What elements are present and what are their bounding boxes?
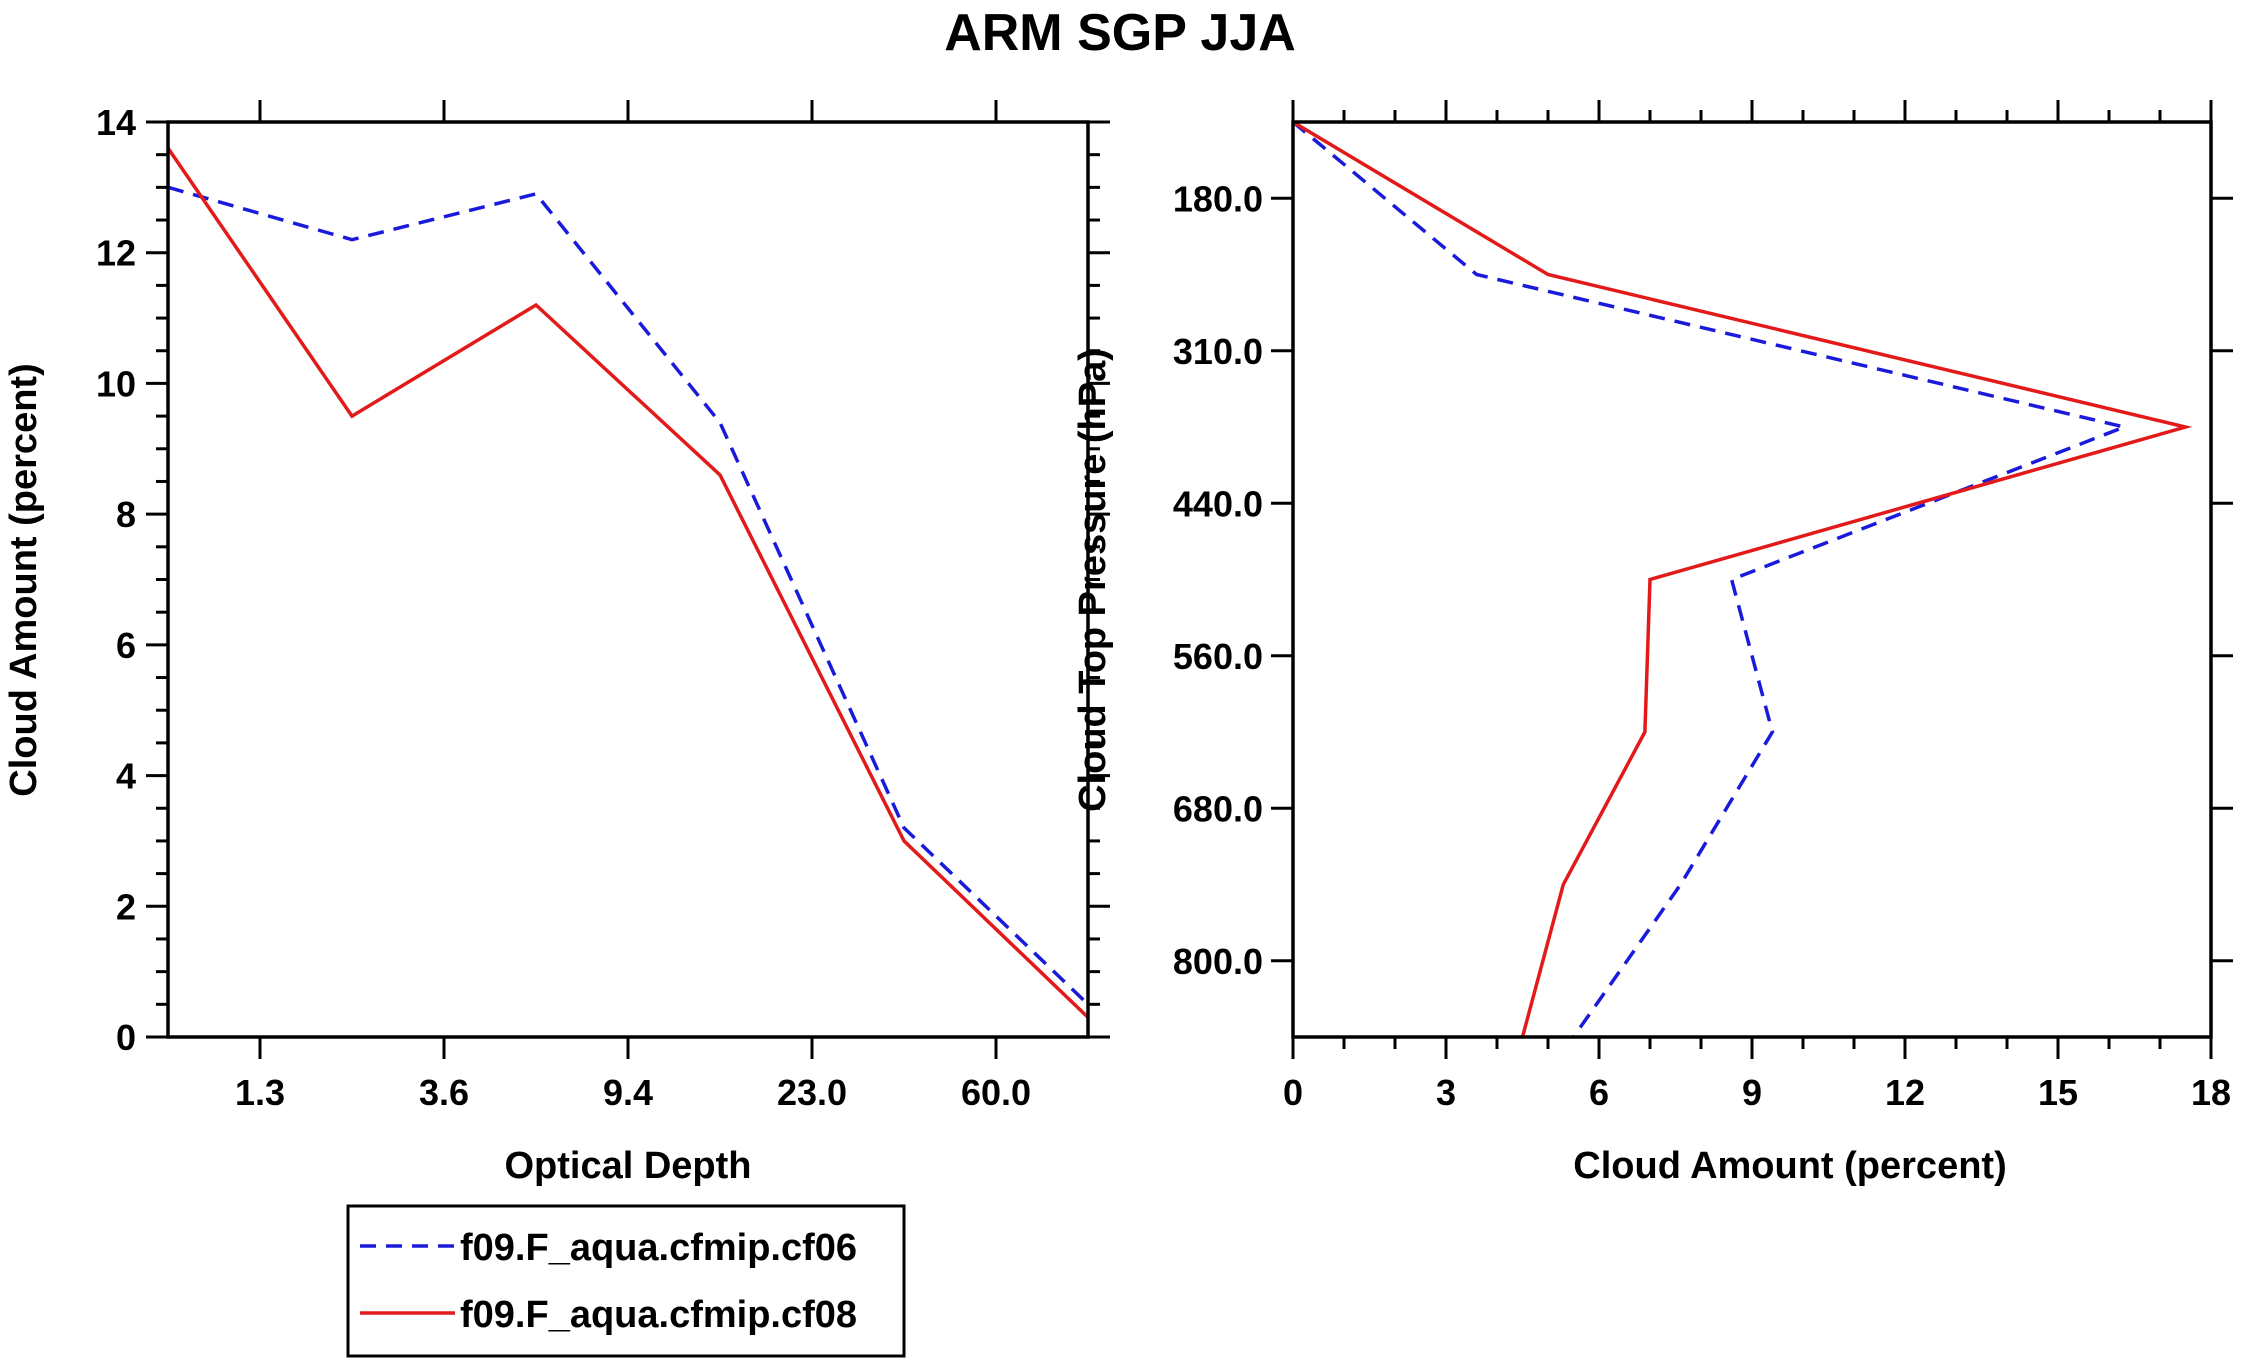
right-x-tick-label: 0 [1283, 1072, 1303, 1113]
left-x-tick-label: 23.0 [777, 1072, 847, 1113]
right-y-axis-label: Cloud Top Pressure (hPa) [1072, 348, 1114, 812]
right-x-tick-label: 9 [1742, 1072, 1762, 1113]
figure-title: ARM SGP JJA [944, 4, 1296, 62]
left-y-axis-label: Cloud Amount (percent) [3, 363, 45, 796]
right-plot-frame [1291, 120, 2213, 1039]
right-x-tick-label: 18 [2191, 1072, 2231, 1113]
legend-box [346, 1204, 906, 1358]
left-y-tick-label: 8 [116, 494, 136, 535]
right-series [1291, 120, 2193, 1039]
right-panel: 0 3 6 9 12 15 18 180.0 310.0 440.0 560.0 680.0 800.0… [1072, 100, 2233, 1187]
left-y-tick-label: 10 [96, 363, 136, 404]
left-x-tick-label: 60.0 [961, 1072, 1031, 1113]
left-series-line-cf06 [167, 185, 1090, 1006]
right-y-tick-label: 310.0 [1173, 331, 1263, 372]
legend: f09.F_aqua.cfmip.cf06 f09.F_aqua.cfmip.c… [346, 1204, 906, 1358]
right-x-tick-label: 15 [2038, 1072, 2078, 1113]
left-y-tick-label: 14 [96, 102, 136, 143]
right-y-tick-label: 180.0 [1173, 178, 1263, 219]
left-series [166, 147, 1090, 1019]
right-x-axis-label: Cloud Amount (percent) [1573, 1145, 2006, 1187]
left-y-tick-label: 4 [116, 756, 136, 797]
left-panel: 0 2 4 6 8 10 12 14 1.3 3.6 9.4 23.0 60.0 Optical Dep… [3, 100, 1110, 1187]
legend-label-cf08: f09.F_aqua.cfmip.cf08 [460, 1294, 857, 1336]
right-series-line-cf06 [1291, 120, 2131, 1039]
left-ticks [146, 100, 1110, 1059]
left-x-tick-label: 9.4 [603, 1072, 653, 1113]
right-tick-labels: 0 3 6 9 12 15 18 180.0 310.0 440.0 560.0 680.0 800.0 [1173, 178, 2231, 1113]
right-x-tick-label: 3 [1436, 1072, 1456, 1113]
left-series-line-cf08 [166, 147, 1090, 1019]
left-y-tick-label: 12 [96, 233, 136, 274]
right-y-tick-label: 680.0 [1173, 788, 1263, 829]
left-x-tick-label: 3.6 [419, 1072, 469, 1113]
left-x-axis-label: Optical Depth [504, 1145, 751, 1187]
left-y-tick-label: 2 [116, 886, 136, 927]
left-y-tick-label: 6 [116, 625, 136, 666]
left-x-tick-label: 1.3 [235, 1072, 285, 1113]
left-plot-frame [166, 120, 1090, 1039]
right-y-tick-label: 440.0 [1173, 483, 1263, 524]
left-y-tick-label: 0 [116, 1017, 136, 1058]
legend-label-cf06: f09.F_aqua.cfmip.cf06 [460, 1227, 857, 1269]
right-x-tick-label: 12 [1885, 1072, 1925, 1113]
right-y-tick-label: 800.0 [1173, 941, 1263, 982]
right-ticks [1271, 100, 2233, 1059]
right-series-line-cf08 [1292, 120, 2193, 1038]
right-x-tick-label: 6 [1589, 1072, 1609, 1113]
left-tick-labels: 0 2 4 6 8 10 12 14 1.3 3.6 9.4 23.0 60.0 [96, 102, 1031, 1113]
right-y-tick-label: 560.0 [1173, 636, 1263, 677]
